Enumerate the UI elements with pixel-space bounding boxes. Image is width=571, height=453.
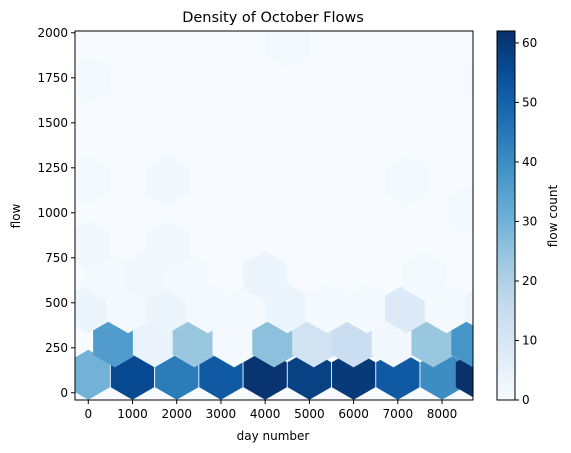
hex-cell	[385, 155, 429, 206]
y-tick-label: 1500	[37, 116, 68, 130]
colorbar-label: flow count	[546, 185, 560, 248]
hex-cell	[464, 62, 473, 97]
hex-cell	[265, 283, 309, 334]
colorbar-tick-label: 30	[522, 214, 537, 228]
hex-cell	[331, 349, 376, 400]
y-tick-label: 1250	[37, 161, 68, 175]
x-tick-label: 7000	[383, 407, 414, 421]
hex-cell	[345, 283, 389, 334]
hex-cell	[451, 317, 473, 368]
plot-area: 0 1000 2000 3000 4000 5000 6000 7000 8000 0 250 500…	[37, 26, 474, 421]
x-tick-label: 5000	[294, 407, 325, 421]
x-tick-label: 6000	[338, 407, 369, 421]
hex-cell	[265, 31, 309, 69]
hexbin-cells	[75, 31, 473, 400]
hex-cell	[75, 54, 110, 105]
y-tick-label: 750	[45, 251, 68, 265]
colorbar: 0 10 20 30 40 50 60	[496, 30, 537, 407]
y-tick-label: 1000	[37, 206, 68, 220]
x-axis-label: day number	[237, 429, 310, 443]
colorbar-tick-label: 60	[522, 36, 537, 50]
hex-cell	[424, 283, 469, 334]
hex-cell	[75, 155, 110, 206]
plot-frame	[74, 30, 474, 401]
hex-cell	[243, 250, 287, 301]
hex-cell	[146, 155, 190, 206]
x-tick-label: 2000	[161, 407, 192, 421]
x-tick-label: 8000	[427, 407, 458, 421]
x-tick-label: 0	[84, 407, 92, 421]
hex-cell	[146, 220, 190, 271]
colorbar-tick-label: 0	[522, 393, 530, 407]
colorbar-tick-label: 10	[522, 333, 537, 347]
y-axis-label: flow	[9, 203, 23, 228]
hex-cell	[446, 184, 473, 235]
chart-title: Density of October Flows	[182, 10, 364, 26]
x-tick-label: 1000	[117, 407, 148, 421]
hex-cell	[186, 283, 230, 334]
x-tick-label: 4000	[250, 407, 281, 421]
y-tick-label: 500	[45, 296, 68, 310]
colorbar-tick-label: 20	[522, 274, 537, 288]
hex-cell	[402, 250, 446, 301]
hex-cell	[75, 349, 110, 400]
y-tick-label: 2000	[37, 26, 68, 40]
hex-cell	[464, 290, 473, 326]
y-tick-label: 250	[45, 341, 68, 355]
hex-cell	[305, 283, 349, 334]
colorbar-tick-label: 50	[522, 95, 537, 109]
x-tick-label: 3000	[206, 407, 237, 421]
hex-cell	[75, 220, 110, 271]
y-tick-label: 0	[60, 386, 68, 400]
colorbar-gradient	[496, 30, 516, 401]
y-tick-label: 1750	[37, 71, 68, 85]
colorbar-tick-label: 40	[522, 155, 537, 169]
